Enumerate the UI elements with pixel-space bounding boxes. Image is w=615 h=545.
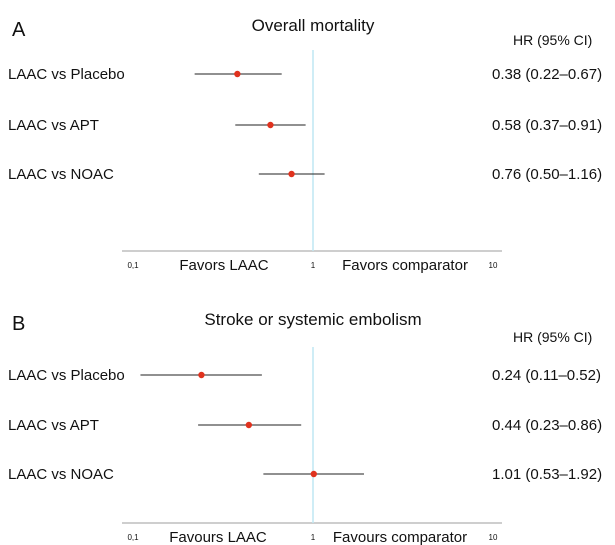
hr-value: 1.01 (0.53–1.92)	[492, 466, 602, 483]
panel-letter: A	[12, 19, 26, 41]
hr-point	[198, 371, 205, 379]
hr-column-header: HR (95% CI)	[513, 329, 592, 345]
favors-left-label: Favours LAAC	[169, 529, 267, 545]
row-label: LAAC vs Placebo	[8, 367, 125, 384]
x-tick-label: 10	[489, 261, 498, 270]
hr-point	[310, 470, 317, 478]
row-label: LAAC vs APT	[8, 117, 99, 134]
row-label: LAAC vs NOAC	[8, 466, 114, 483]
panel-title: Stroke or systemic embolism	[204, 310, 421, 329]
favors-left-label: Favors LAAC	[179, 257, 268, 274]
hr-point	[288, 170, 295, 178]
hr-point	[234, 70, 241, 78]
x-tick-label: 0,1	[127, 533, 139, 542]
x-tick-label: 0,1	[127, 261, 139, 270]
x-tick-label: 1	[311, 533, 316, 542]
x-tick-label: 1	[311, 261, 316, 270]
row-label: LAAC vs APT	[8, 417, 99, 434]
hr-value: 0.44 (0.23–0.86)	[492, 417, 602, 434]
hr-point	[267, 121, 274, 129]
hr-column-header: HR (95% CI)	[513, 32, 592, 48]
favors-right-label: Favors comparator	[342, 257, 468, 274]
hr-point	[245, 421, 253, 429]
favors-right-label: Favours comparator	[333, 529, 467, 545]
panel-title: Overall mortality	[252, 16, 375, 35]
row-label: LAAC vs NOAC	[8, 166, 114, 183]
hr-value: 0.58 (0.37–0.91)	[492, 117, 602, 134]
hr-value: 0.24 (0.11–0.52)	[492, 367, 601, 384]
x-tick-label: 10	[489, 533, 498, 542]
hr-value: 0.76 (0.50–1.16)	[492, 166, 602, 183]
row-label: LAAC vs Placebo	[8, 66, 125, 83]
panel-letter: B	[12, 313, 25, 335]
hr-value: 0.38 (0.22–0.67)	[492, 66, 602, 83]
